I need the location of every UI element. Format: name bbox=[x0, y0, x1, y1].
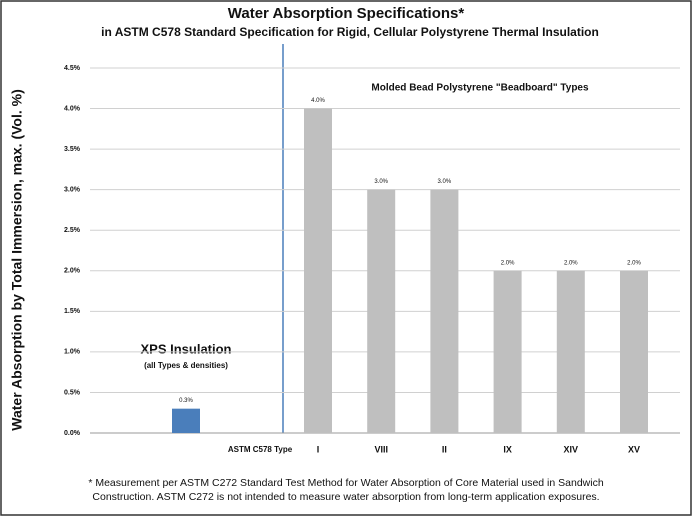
footnote: Construction. ASTM C272 is not intended … bbox=[92, 491, 599, 503]
annotation: ASTM C578 Type bbox=[228, 445, 293, 454]
x-tick-label: XV bbox=[628, 444, 640, 454]
x-tick-label: VIII bbox=[374, 444, 388, 454]
y-tick-label: 2.0% bbox=[64, 268, 81, 275]
x-tick-label: II bbox=[442, 444, 447, 454]
bar bbox=[367, 189, 396, 433]
data-label: 3.0% bbox=[374, 179, 388, 185]
y-tick-label: 0.5% bbox=[64, 389, 81, 396]
bar bbox=[430, 189, 459, 433]
y-tick-label: 2.5% bbox=[64, 227, 81, 234]
y-tick-label: 4.5% bbox=[64, 65, 81, 72]
x-tick-label: I bbox=[317, 444, 320, 454]
data-label: 2.0% bbox=[564, 260, 578, 266]
data-label: 2.0% bbox=[501, 260, 515, 266]
bar bbox=[620, 270, 648, 433]
data-label: 3.0% bbox=[438, 179, 452, 185]
y-tick-label: 3.5% bbox=[64, 146, 81, 153]
y-tick-label: 1.5% bbox=[64, 308, 81, 315]
y-tick-label: 1.0% bbox=[64, 349, 81, 356]
bar bbox=[493, 270, 522, 433]
y-tick-label: 4.0% bbox=[64, 105, 81, 112]
annotation: Molded Bead Polystyrene "Beadboard" Type… bbox=[371, 83, 589, 94]
chart-subtitle: in ASTM C578 Standard Specification for … bbox=[101, 25, 599, 39]
chart-title: Water Absorption Specifications* bbox=[228, 5, 465, 22]
x-tick-label: XIV bbox=[564, 444, 579, 454]
y-tick-label: 3.0% bbox=[64, 187, 81, 194]
x-tick-label: IX bbox=[503, 444, 512, 454]
annotation: (all Types & densities) bbox=[144, 361, 228, 370]
annotation: XPS Insulation bbox=[140, 341, 231, 356]
y-axis-label: Water Absorption by Total Immersion, max… bbox=[9, 89, 25, 430]
data-label: 4.0% bbox=[311, 98, 325, 104]
y-tick-label: 0.0% bbox=[64, 430, 81, 437]
footnote: * Measurement per ASTM C272 Standard Tes… bbox=[88, 477, 604, 489]
data-label: 0.3% bbox=[179, 398, 193, 404]
bar bbox=[304, 108, 332, 434]
bar bbox=[556, 270, 585, 433]
data-label: 2.0% bbox=[627, 260, 641, 266]
bar bbox=[172, 408, 200, 433]
